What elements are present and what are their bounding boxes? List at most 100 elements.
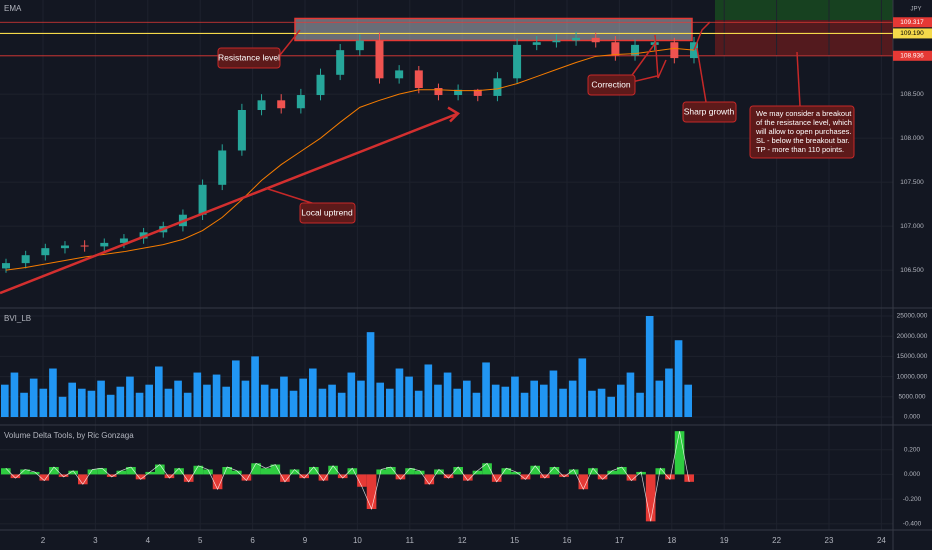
delta-bar [347, 468, 358, 475]
price-badge [893, 17, 932, 28]
delta-bar [665, 474, 675, 480]
delta-bar [443, 474, 454, 479]
candle-body [454, 89, 463, 96]
volume-bar [530, 380, 538, 418]
delta-bar [386, 467, 396, 475]
delta-bar [289, 469, 300, 475]
volume-bar [655, 380, 664, 418]
volume-bar [39, 388, 48, 418]
callout-text: Resistance level [218, 52, 280, 62]
delta-bar [405, 468, 415, 475]
x-tick-label: 18 [667, 536, 676, 545]
y-tick-label: -0.400 [903, 521, 922, 528]
volume-bar [58, 396, 67, 418]
volume-bar [10, 372, 19, 418]
delta-bar [472, 470, 483, 475]
delta-bar [684, 474, 694, 482]
volume-bar [578, 358, 587, 418]
volume-bar [357, 380, 365, 418]
volume-bar [126, 376, 134, 418]
delta-bar [588, 468, 598, 475]
volume-bar [155, 366, 163, 418]
delta-bar [366, 474, 377, 509]
delta-bar [655, 468, 666, 475]
y-tick-label: 0.000 [904, 414, 921, 421]
delta-bar [578, 474, 589, 490]
callout-text: Local uptrend [301, 207, 353, 217]
x-tick-label: 5 [198, 536, 203, 545]
delta-bar [58, 474, 69, 477]
pane-title: EMA [4, 4, 22, 13]
candle-body [690, 42, 698, 59]
volume-bar [29, 378, 38, 418]
x-tick-label: 10 [353, 536, 362, 545]
volume-bar [511, 376, 519, 418]
delta-bar [126, 467, 136, 475]
candle-body [473, 89, 482, 96]
candle-body [375, 40, 384, 79]
x-tick-label: 6 [250, 536, 255, 545]
delta-bar [135, 474, 146, 480]
delta-bar [232, 470, 242, 475]
candle-body [277, 100, 286, 109]
x-tick-label: 2 [41, 536, 46, 545]
volume-bar [443, 372, 452, 418]
delta-bar [607, 470, 617, 475]
y-tick-label: 10000.000 [897, 373, 928, 380]
delta-bar [183, 474, 194, 482]
volume-bar [193, 372, 202, 418]
candle-body [21, 255, 30, 264]
volume-bar [645, 315, 654, 418]
delta-bar [674, 431, 685, 475]
delta-bar [597, 474, 608, 480]
plot [0, 17, 893, 522]
trend-arrowhead [447, 106, 461, 123]
volume-bar [174, 380, 182, 418]
y-tick-label: -0.200 [903, 496, 922, 503]
delta-bar [540, 474, 550, 479]
volume-bar [424, 364, 433, 418]
delta-bar [299, 474, 309, 479]
callout-box [299, 202, 356, 224]
volume-bar [203, 384, 211, 418]
volume-bar [559, 388, 567, 418]
trend-line [0, 112, 459, 295]
take-profit-zone [715, 0, 893, 20]
delta-bar [395, 474, 406, 480]
volume-bar [684, 384, 692, 418]
y-tick-label: 107.500 [900, 179, 924, 186]
delta-bar [376, 469, 386, 475]
delta-bar [193, 465, 204, 475]
volume-bar [674, 340, 683, 418]
volume-bar [568, 380, 577, 418]
volume-bar [501, 386, 510, 418]
delta-bar [10, 474, 21, 479]
volume-bar [520, 392, 529, 418]
note-line: of the resistance level, which [756, 118, 852, 127]
delta-bar [251, 463, 261, 475]
delta-bar [1, 468, 11, 475]
delta-bar [328, 465, 338, 475]
candle-body [316, 74, 325, 96]
delta-bar [530, 465, 540, 475]
candle-body [2, 263, 10, 269]
volume-bar [491, 384, 500, 418]
candle-body [198, 184, 207, 215]
x-tick-label: 24 [877, 536, 886, 545]
volume-bar [49, 368, 57, 418]
callout-text: Correction [591, 79, 630, 89]
delta-bar [280, 474, 290, 482]
candle-body [257, 100, 266, 110]
volume-bar [472, 392, 481, 418]
candle-body [237, 110, 246, 151]
candle-body [60, 245, 69, 249]
callout-text: Sharp growth [684, 106, 735, 116]
delta-bar [241, 474, 252, 481]
delta-bar [78, 474, 88, 485]
volume-bar [540, 384, 548, 418]
volume-bar [549, 370, 558, 418]
delta-bar [491, 474, 502, 482]
x-tick-label: 11 [406, 536, 415, 545]
candle-body [572, 37, 581, 41]
